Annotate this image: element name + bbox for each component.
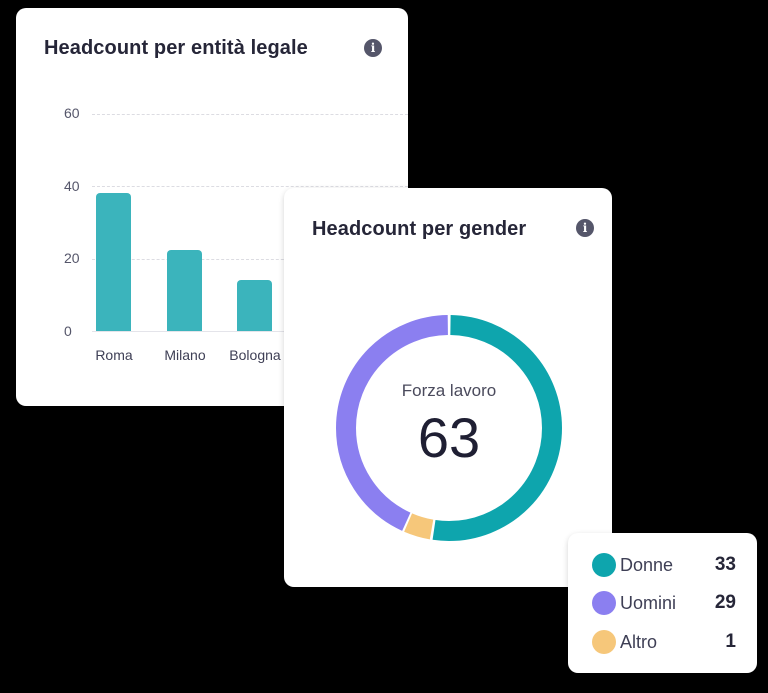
donut-center-value: 63: [417, 406, 481, 469]
donut-svg: [336, 315, 562, 541]
donut-chart: Forza lavoro 63: [336, 315, 562, 541]
legend-item-altro[interactable]: Altro 1: [592, 630, 736, 654]
donut-center-label: Forza lavoro: [401, 381, 497, 400]
y-tick: 0: [64, 323, 72, 339]
legend-value: 33: [714, 554, 736, 575]
card-title: Headcount per entità legale: [44, 37, 308, 59]
gridline: [92, 186, 408, 187]
segment-uomini[interactable]: [336, 315, 562, 541]
info-icon[interactable]: i: [364, 39, 382, 57]
bar-roma[interactable]: [96, 193, 131, 331]
legend-value: 1: [725, 631, 736, 652]
gridline: [92, 114, 408, 115]
gridline: [92, 259, 408, 260]
y-tick: 60: [64, 105, 80, 121]
legend-label: Altro: [620, 632, 658, 652]
color-dot-icon: [592, 553, 616, 577]
legend-item-donne[interactable]: Donne 33: [592, 553, 736, 577]
color-dot-icon: [592, 591, 616, 615]
legend-label: Uomini: [620, 593, 677, 613]
bar-bologna[interactable]: [237, 280, 272, 331]
y-tick: 20: [64, 250, 80, 266]
bar-milano[interactable]: [167, 250, 202, 331]
x-axis-baseline: [92, 331, 408, 332]
legend-label: Donne: [620, 555, 674, 575]
headcount-gender-card: Headcount per gender i Forza lavoro 63: [284, 188, 612, 587]
x-tick: Roma: [95, 347, 133, 363]
x-tick: Bologna: [229, 347, 281, 363]
color-dot-icon: [592, 630, 616, 654]
legend-value: 29: [714, 592, 736, 613]
x-tick: Milano: [164, 347, 206, 363]
segment-donne[interactable]: [336, 315, 562, 541]
y-tick: 40: [64, 178, 80, 194]
legend-item-uomini[interactable]: Uomini 29: [592, 591, 736, 615]
card-title: Headcount per gender: [312, 218, 527, 240]
info-icon[interactable]: i: [576, 219, 594, 237]
gender-legend-card: Donne 33 Uomini 29 Altro 1: [568, 533, 757, 673]
